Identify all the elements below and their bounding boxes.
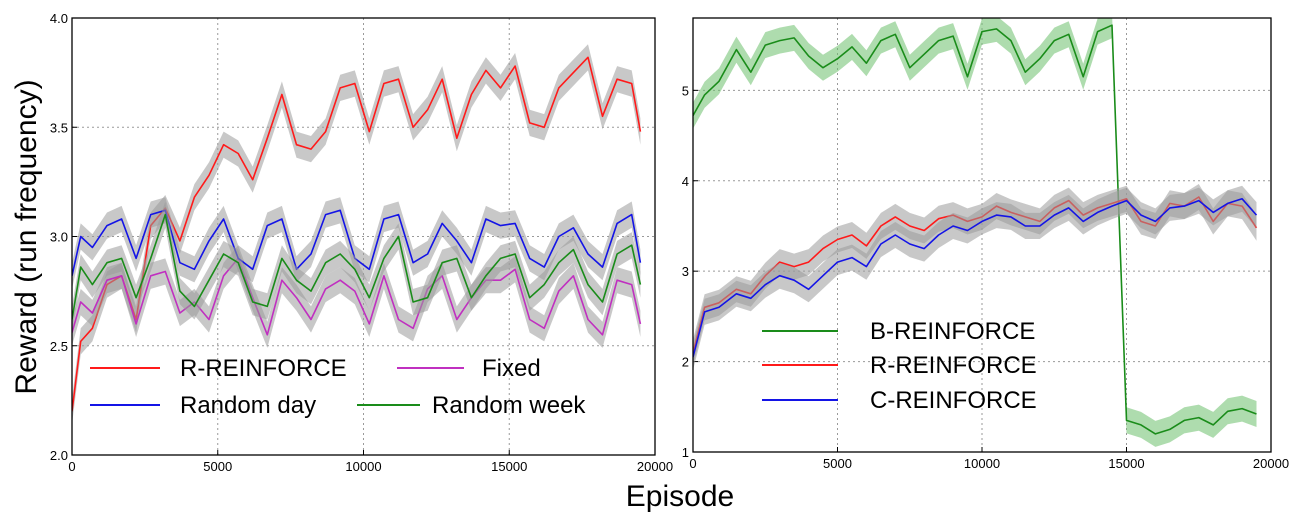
legend-label: B-REINFORCE [870,318,1035,345]
x-tick-label: 5000 [823,456,852,471]
series-band-random day [72,197,641,289]
x-tick-label: 0 [68,459,75,474]
y-tick-label: 2 [682,355,689,370]
y-tick-label: 2.5 [50,339,68,354]
series-band-random week [72,201,641,333]
x-tick-label: 10000 [964,456,1000,471]
y-tick-label: 3.5 [50,120,68,135]
y-tick-label: 3 [682,264,689,279]
x-tick-label: 5000 [203,459,232,474]
legend-label: Random week [432,392,586,419]
x-tick-label: 15000 [491,459,527,474]
y-tick-label: 2.0 [50,448,68,463]
x-tick-label: 15000 [1108,456,1144,471]
x-tick-label: 20000 [637,459,673,474]
series-band-c-reinforce [693,185,1257,371]
y-tick-label: 1 [682,445,689,460]
y-tick-label: 3.0 [50,230,68,245]
series-band-r-reinforce [693,184,1257,366]
y-tick-label: 4.0 [50,11,68,26]
legend-label: Fixed [482,355,541,382]
plot-frame [71,17,656,456]
right-chart-panel: 0 5000 10000 15000 20000 1 2 3 4 5 B-REINFORCE R-RE… [682,17,1289,471]
series-line-random week [72,213,642,320]
y-tick-label: 4 [682,174,689,189]
x-tick-label: 20000 [1253,456,1289,471]
legend-label: R-REINFORCE [180,355,347,382]
shared-x-axis-label: Episode [626,480,734,513]
left-chart-panel: 0 5000 10000 15000 20000 2.0 2.5 3.0 3.5 4.0 R-REI… [10,11,673,474]
series-line-b-reinforce [693,24,1257,435]
x-tick-label: 10000 [345,459,381,474]
legend-label: Random day [180,392,316,419]
series-line-c-reinforce [693,198,1258,358]
legend-label: C-REINFORCE [870,387,1037,414]
series-band-r-reinforce [72,44,641,425]
x-tick-label: 0 [689,456,696,471]
y-axis-label: Reward (run frequency) [10,79,43,394]
series-line-fixed [72,257,642,336]
legend-label: R-REINFORCE [870,352,1037,379]
y-tick-label: 5 [682,83,689,98]
plot-frame [692,17,1272,453]
